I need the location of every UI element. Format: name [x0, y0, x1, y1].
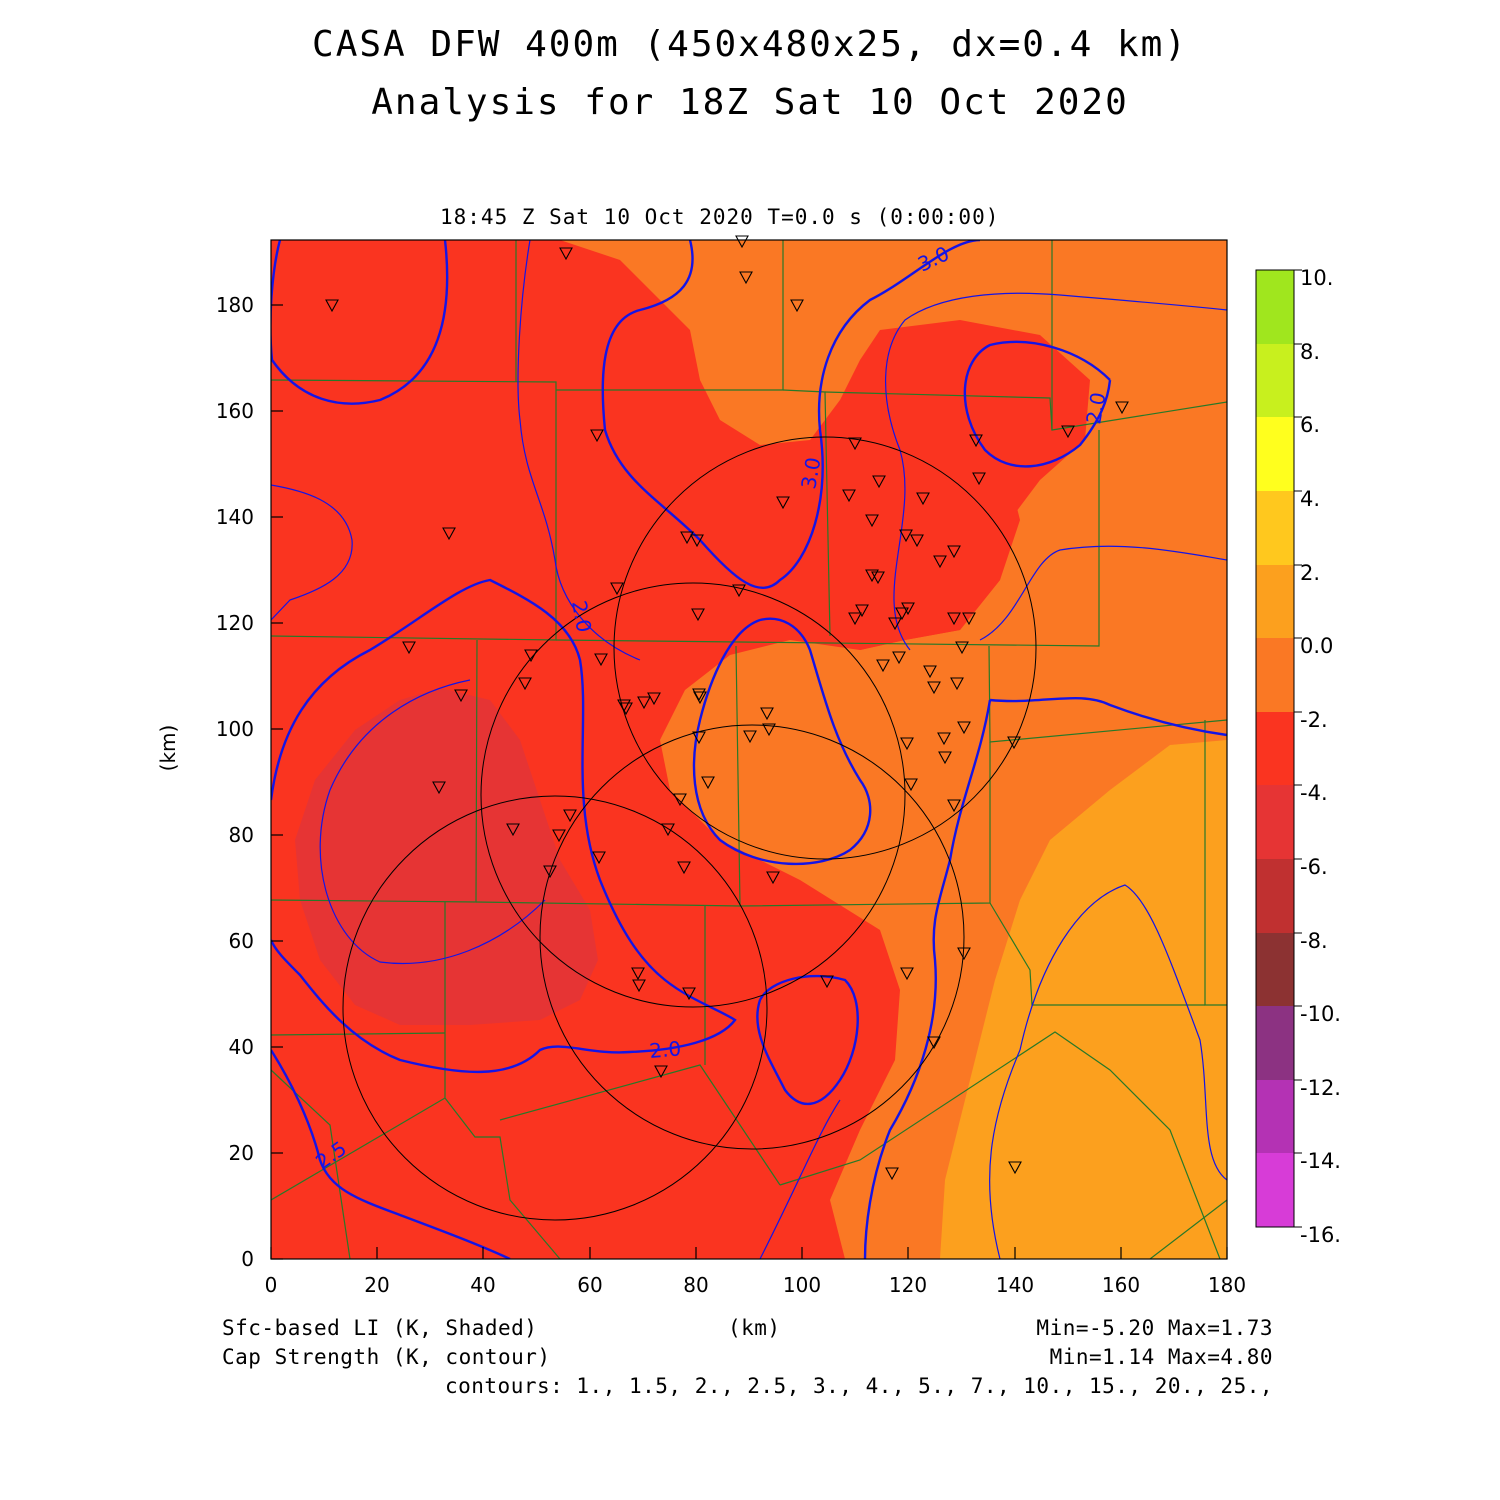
- contour-label: 2.0: [567, 599, 596, 634]
- title-line-1: CASA DFW 400m (450x480x25, dx=0.4 km): [312, 24, 1188, 65]
- title-line-2: Analysis for 18Z Sat 10 Oct 2020: [371, 82, 1129, 123]
- colorbar-label: -4.: [1300, 781, 1328, 805]
- plot-frame: [270, 239, 1228, 1260]
- cap-contours-thick: [271, 240, 1227, 1259]
- axis-ticks: [270, 304, 1228, 1260]
- colorbar-swatch: [1256, 638, 1294, 712]
- colorbar-swatch: [1256, 933, 1294, 1006]
- y-tick-label: 0: [241, 1247, 254, 1271]
- colorbar-label: -10.: [1300, 1002, 1341, 1026]
- y-tick-label: 100: [216, 717, 254, 741]
- y-axis-label: (km): [156, 725, 180, 772]
- colorbar-swatch: [1256, 1080, 1294, 1153]
- colorbar-swatch: [1256, 712, 1294, 785]
- colorbar-label: 4.: [1300, 487, 1320, 511]
- shaded-field-label: Sfc-based LI (K, Shaded): [222, 1316, 538, 1340]
- y-tick-label: 140: [216, 505, 254, 529]
- radar-range-rings: [342, 436, 1037, 1221]
- li-band-minus2-upper-region: [830, 320, 1090, 650]
- colorbar: 10. 8. 6. 4. 2. 0.0 -2. -4. -6. -8. -10.…: [1255, 266, 1341, 1247]
- y-tick-label: 40: [229, 1035, 254, 1059]
- contour-label: 2.0: [648, 1036, 682, 1063]
- x-tick-label: 120: [889, 1273, 927, 1297]
- colorbar-label: 6.: [1300, 413, 1320, 437]
- colorbar-label: -16.: [1300, 1223, 1341, 1247]
- contour-field-label: Cap Strength (K, contour): [222, 1345, 551, 1369]
- contour-minmax: Min=1.14 Max=4.80: [1049, 1345, 1273, 1369]
- y-tick-labels: 0 20 40 60 80 100 120 140 160 180: [216, 293, 254, 1271]
- colorbar-swatch: [1256, 344, 1294, 417]
- y-tick-label: 60: [229, 929, 254, 953]
- colorbar-swatch: [1256, 270, 1294, 344]
- y-tick-label: 120: [216, 611, 254, 635]
- colorbar-swatch: [1256, 859, 1294, 933]
- x-tick-label: 80: [683, 1273, 708, 1297]
- colorbar-label: 0.0: [1300, 634, 1333, 658]
- colorbar-label: -14.: [1300, 1149, 1341, 1173]
- x-tick-label: 20: [364, 1273, 389, 1297]
- colorbar-label: -2.: [1300, 708, 1328, 732]
- shaded-minmax: Min=-5.20 Max=1.73: [1036, 1316, 1273, 1340]
- colorbar-swatch: [1256, 1153, 1294, 1227]
- colorbar-label: -12.: [1300, 1076, 1341, 1100]
- x-tick-label: 0: [265, 1273, 278, 1297]
- y-tick-label: 20: [229, 1141, 254, 1165]
- x-tick-labels: 0 20 40 60 80 100 120 140 160 180: [265, 1273, 1246, 1297]
- y-tick-label: 160: [216, 399, 254, 423]
- colorbar-label: -8.: [1300, 929, 1328, 953]
- contour-label: 2.0: [1081, 390, 1110, 425]
- x-tick-label: 60: [577, 1273, 602, 1297]
- li-shading: [271, 240, 1227, 1259]
- station-markers: [325, 235, 1129, 1181]
- colorbar-swatch: [1256, 417, 1294, 491]
- colorbar-label: 8.: [1300, 340, 1320, 364]
- contour-levels: contours: 1., 1.5, 2., 2.5, 3., 4., 5., …: [444, 1374, 1273, 1398]
- y-tick-label: 80: [229, 823, 254, 847]
- li-band-0-to-2: [940, 740, 1227, 1259]
- colorbar-swatch: [1256, 565, 1294, 638]
- colorbar-label: -6.: [1300, 855, 1328, 879]
- contour-label: 3.0: [796, 455, 825, 490]
- x-tick-label: 160: [1102, 1273, 1140, 1297]
- x-axis-label: (km): [728, 1316, 781, 1340]
- county-borders: [271, 240, 1227, 1259]
- valid-time-subtitle: 18:45 Z Sat 10 Oct 2020 T=0.0 s (0:00:00…: [440, 205, 1000, 229]
- x-tick-label: 100: [783, 1273, 821, 1297]
- li-band-minus4-to-minus6: [295, 688, 598, 1025]
- x-tick-label: 140: [996, 1273, 1034, 1297]
- x-tick-label: 180: [1208, 1273, 1246, 1297]
- y-tick-label: 180: [216, 293, 254, 317]
- colorbar-swatch: [1256, 491, 1294, 565]
- colorbar-swatch: [1256, 1006, 1294, 1080]
- colorbar-label: 2.: [1300, 561, 1320, 585]
- colorbar-swatch: [1256, 785, 1294, 859]
- x-tick-label: 40: [470, 1273, 495, 1297]
- colorbar-label: 10.: [1300, 266, 1333, 290]
